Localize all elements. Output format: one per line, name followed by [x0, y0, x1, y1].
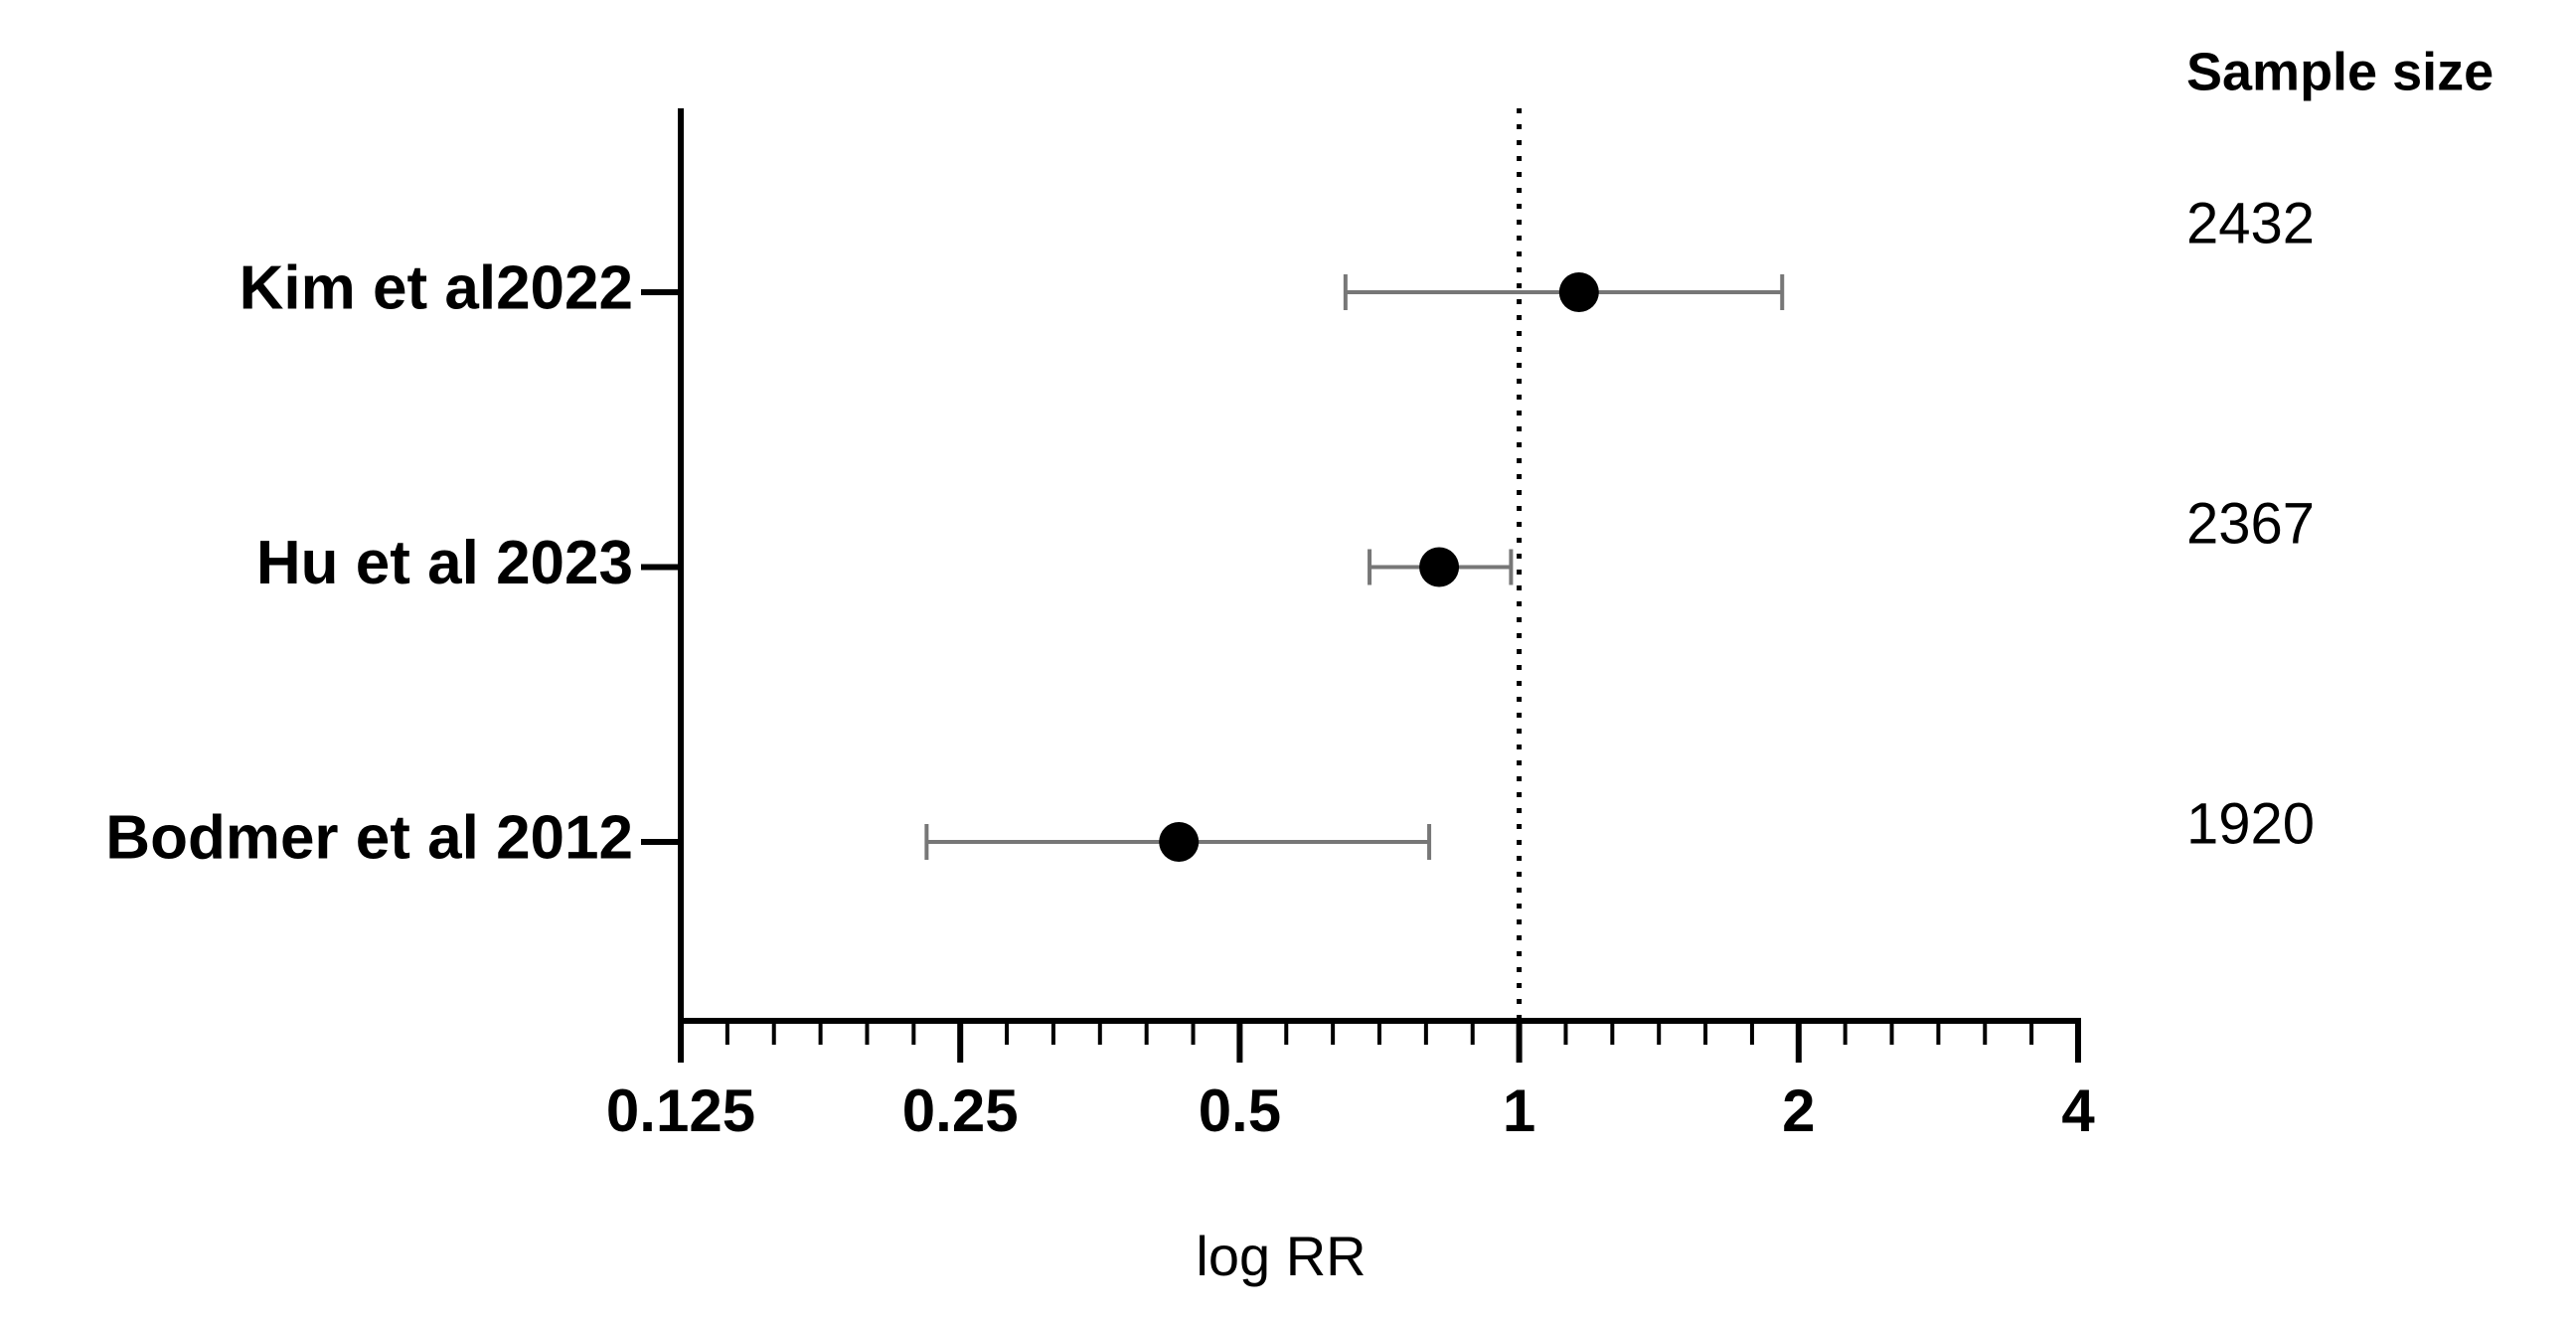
sample-size-title: Sample size [2186, 42, 2494, 101]
point [1159, 822, 1200, 862]
x-tick-label: 4 [2061, 1077, 2095, 1144]
point [1558, 272, 1599, 312]
x-tick-label: 1 [1503, 1077, 1535, 1144]
x-tick-label: 2 [1782, 1077, 1815, 1144]
category-label: Kim et al2022 [240, 253, 633, 322]
x-tick-label: 0.25 [902, 1077, 1019, 1144]
x-tick-label: 0.125 [606, 1077, 755, 1144]
x-axis-label: log RR [1196, 1225, 1366, 1287]
sample-size: 1920 [2186, 791, 2315, 856]
x-tick-label: 0.5 [1199, 1077, 1281, 1144]
sample-size: 2367 [2186, 491, 2315, 556]
category-label: Bodmer et al 2012 [105, 803, 633, 872]
category-label: Hu et al 2023 [256, 529, 633, 597]
point [1419, 547, 1460, 587]
sample-size: 2432 [2186, 191, 2315, 255]
